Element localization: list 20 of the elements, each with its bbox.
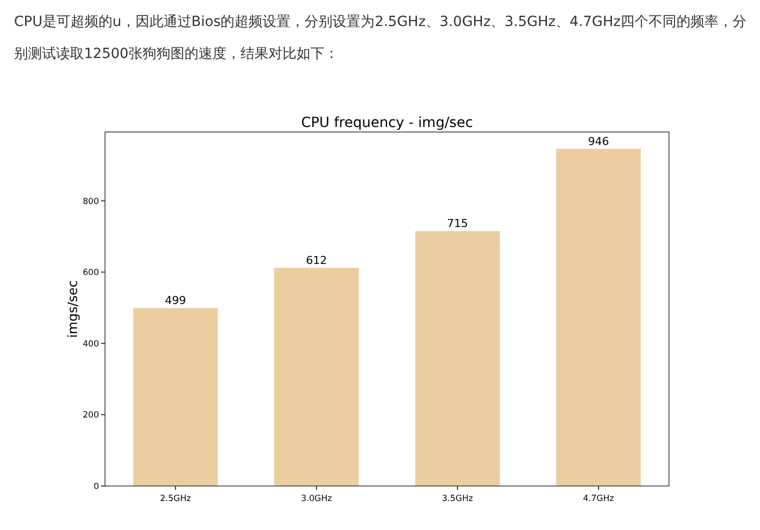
bar xyxy=(556,148,641,486)
chart-title: CPU frequency - img/sec xyxy=(301,115,473,131)
x-tick-label: 3.0GHz xyxy=(301,494,333,504)
y-tick-label: 0 xyxy=(94,482,99,492)
y-tick-label: 400 xyxy=(82,339,99,350)
data-label: 499 xyxy=(165,294,186,308)
y-tick-label: 200 xyxy=(82,410,99,421)
x-tick-label: 4.7GHz xyxy=(583,494,615,504)
y-tick-label: 800 xyxy=(82,196,99,207)
data-label: 715 xyxy=(447,217,468,230)
x-tick-label: 3.5GHz xyxy=(442,494,474,504)
bar xyxy=(133,308,218,486)
x-tick-label: 2.5GHz xyxy=(160,494,192,504)
text: CPU是可超频的u，因此通过Bios的超频设置，分别设置为2.5GHz、3.0GHz、3.5GHz、4.7GHz四个不同的频率，分别测试读取12500张狗狗图的速度，结果对比如下： xyxy=(14,13,748,64)
y-tick-label: 600 xyxy=(82,268,99,278)
y-axis-title: imgs/sec xyxy=(66,280,81,338)
bar xyxy=(274,268,359,486)
data-label: 946 xyxy=(588,134,609,148)
bar xyxy=(415,231,500,486)
data-label: 612 xyxy=(306,254,327,267)
